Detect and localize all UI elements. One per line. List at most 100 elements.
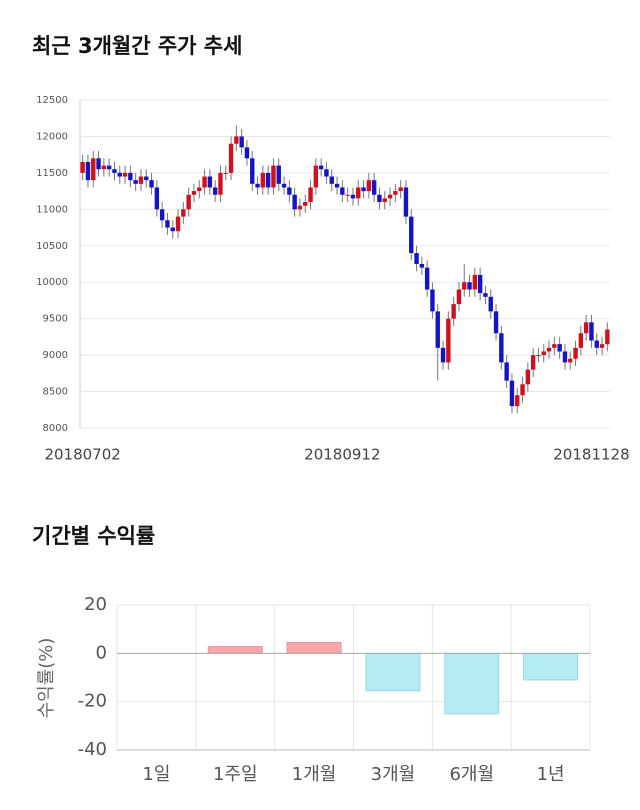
candle-body [583,322,589,334]
candle-body [287,187,292,195]
candle-body [541,351,546,356]
y-tick-label: -40 [78,739,107,760]
candle-body [477,274,483,294]
candle-body [366,180,372,192]
candle-body [387,194,393,199]
candle-body [149,180,154,188]
candle-body [499,333,504,363]
candle-body [165,220,170,228]
candle-body [80,161,85,173]
candle-body [202,176,207,188]
candle-body [122,172,128,177]
candle-body [260,172,266,188]
candle-body [91,158,96,181]
candle-body [419,264,425,268]
candle-body [159,209,165,221]
candle-body [562,351,568,363]
candle-body [318,165,324,170]
x-tick-label: 1개월 [292,764,337,785]
bar [444,652,500,715]
candle-body [175,216,181,232]
candle-body [515,395,520,407]
y-tick-label: 10000 [36,277,68,288]
chart-title: 최근 3개월간 주가 추세 [32,34,242,58]
candle-body [371,180,377,195]
candle-body [530,355,536,370]
candle-body [446,318,451,363]
candle-body [101,165,107,170]
y-tick-label: 11500 [36,168,68,179]
candle-body [234,136,239,144]
candle-body [170,227,175,232]
candle-body [525,369,531,385]
candle-body [281,183,287,188]
candle-body [520,384,525,396]
y-tick-label: 8000 [43,423,68,434]
candle-body [393,191,398,195]
candle-body [308,187,313,203]
candle-body [128,172,133,181]
candle-body [483,293,488,297]
candle-body [212,187,218,195]
candle-body [340,187,345,195]
x-tick-label: 1년 [537,764,565,785]
candle-body [424,267,430,290]
y-tick-label: 11000 [36,204,68,215]
candle-body [435,311,440,348]
candle-body [223,172,228,174]
candle-body [297,205,303,210]
y-tick-label: 20 [84,594,107,615]
y-axis-label: 수익률(%) [36,638,57,719]
candle-body [546,347,552,352]
candle-body [382,198,387,203]
x-tick-label: 6개월 [449,764,494,785]
bar [365,652,421,692]
candle-body [186,194,191,210]
candle-body [430,289,435,312]
candle-body [85,161,91,181]
x-tick-label: 1주일 [213,764,258,785]
y-tick-label: -20 [78,691,107,712]
candle-body [509,380,515,407]
y-tick-label: 9000 [43,350,68,361]
candle-body [191,191,197,195]
candle-body [472,274,478,290]
candle-body [244,147,250,159]
candle-body [250,158,255,184]
candle-body [255,183,260,188]
candle-body [409,216,414,254]
candle-body [239,136,244,148]
candle-body [462,282,467,290]
candle-body [265,172,271,188]
candle-body [313,165,319,188]
candle-body [356,187,361,199]
candle-body [133,180,138,184]
y-tick-label: 10500 [36,241,68,252]
candle-body [96,158,101,170]
x-tick-label: 1일 [142,764,170,785]
candle-body [589,322,594,341]
candle-body [276,165,281,184]
candle-body [451,304,456,319]
y-tick-label: 8500 [43,387,68,398]
candle-body [552,344,557,348]
candle-body [329,176,334,184]
candle-body [334,183,340,188]
candle-body [292,194,297,210]
candle-body [594,340,599,348]
candle-body [361,187,366,192]
x-tick-label: 20180702 [44,446,120,464]
candle-body [218,172,223,195]
candle-body [557,344,562,352]
candle-body [504,362,509,381]
bar [207,646,263,654]
candle-body [440,347,446,363]
candle-body [493,311,499,334]
candle-body [605,329,610,345]
candle-body [138,176,144,184]
candle-body [536,355,541,357]
candle-body [144,176,149,181]
candle-body [414,253,419,264]
candle-body [578,333,584,348]
